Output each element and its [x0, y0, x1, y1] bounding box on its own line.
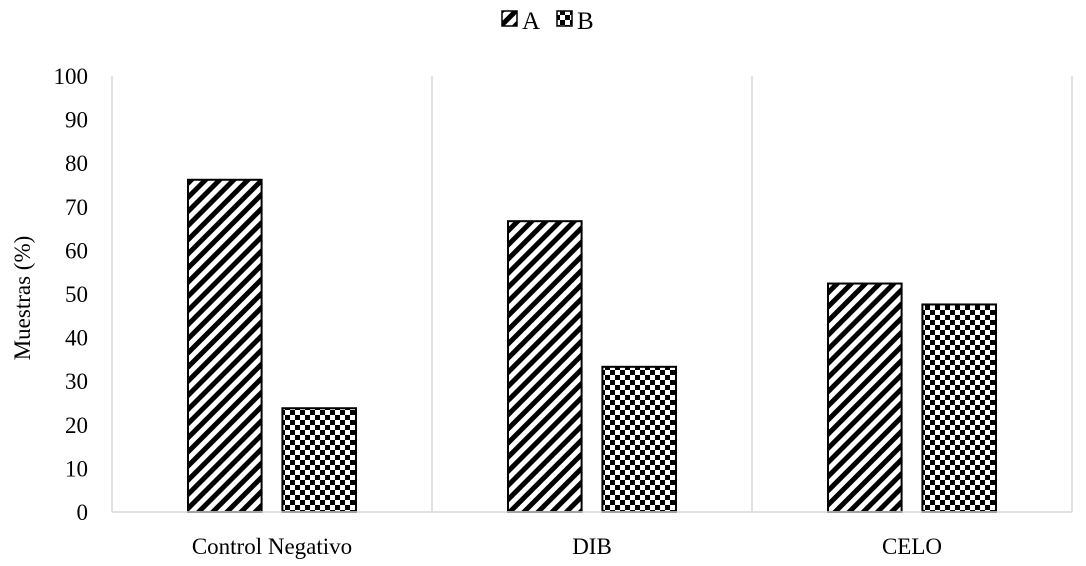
y-tick-label: 20 — [65, 413, 88, 438]
y-tick-label: 30 — [65, 369, 88, 394]
category-separators — [111, 76, 1073, 512]
bar-a-1 — [507, 220, 583, 514]
y-tick-label: 60 — [65, 238, 88, 263]
y-tick-label: 90 — [65, 108, 88, 133]
y-tick-label: 40 — [65, 326, 88, 351]
x-tick-label: DIB — [572, 534, 612, 559]
bars — [187, 178, 998, 514]
legend-label: B — [577, 8, 594, 35]
legend-swatch-a — [501, 10, 518, 27]
x-tick-label: Control Negativo — [192, 534, 352, 559]
y-tick-label: 50 — [65, 282, 88, 307]
bar-a-2 — [827, 282, 903, 514]
bar-b-2 — [921, 303, 998, 513]
y-tick-label: 70 — [65, 195, 88, 220]
y-tick-label: 100 — [54, 64, 89, 89]
y-axis: 0 10 20 30 40 50 60 70 80 90 100 — [54, 64, 89, 525]
y-axis-label: Muestras (%) — [10, 236, 35, 361]
legend-swatch-b — [556, 10, 573, 27]
y-tick-label: 80 — [65, 151, 88, 176]
y-tick-label: 0 — [77, 500, 89, 525]
bar-b-1 — [601, 365, 678, 514]
bar-a-0 — [187, 178, 263, 513]
x-tick-label: CELO — [882, 534, 942, 559]
bar-b-0 — [281, 407, 357, 513]
legend-label: A — [522, 8, 540, 35]
x-axis: Control Negativo DIB CELO — [112, 511, 1072, 559]
y-tick-label: 10 — [65, 456, 88, 481]
